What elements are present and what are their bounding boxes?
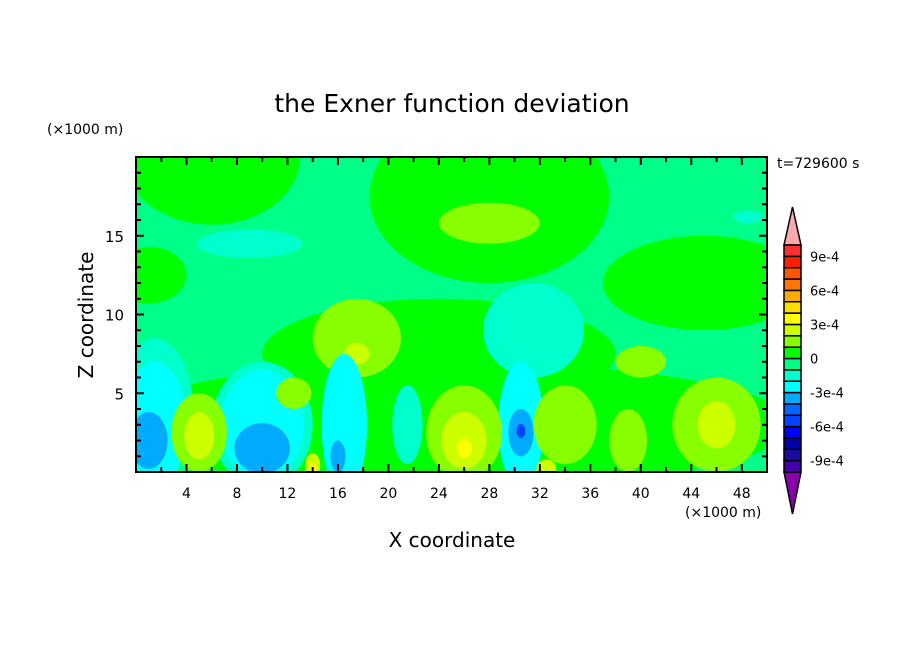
colorbar-box [783,335,802,348]
x-tick-label: 8 [232,486,241,502]
contour-region [516,423,526,439]
x-tick-label: 40 [632,486,650,502]
colorbar-tick-label: 0 [810,353,818,368]
colorbar-box [783,323,802,337]
colorbar-box [783,391,802,405]
contour-region [321,353,367,472]
colorbar-box [783,414,802,428]
contour-region [136,246,187,304]
colorbar-box [783,312,802,326]
colorbar-over-triangle [783,206,802,246]
colorbar-box [783,357,802,371]
colorbar-tick-label: 9e-4 [810,250,839,265]
colorbar-box [783,425,802,439]
contour-region [732,210,764,224]
chart-title: the Exner function deviation [274,89,629,118]
colorbar-box [783,255,802,269]
contour-region [615,346,667,378]
contour-region [196,229,303,258]
time-label: t=729600 s [777,156,859,172]
colorbar-box [783,244,802,258]
contour-region [369,157,610,283]
x-axis-label: X coordinate [389,528,516,552]
contour-region [536,459,557,472]
x-tick-label: 16 [329,486,347,502]
x-tick-label: 48 [733,486,751,502]
colorbar-tick-label: -3e-4 [810,387,844,402]
colorbar-box [783,380,802,394]
x-tick-label: 4 [182,486,191,502]
x-tick-label: 36 [581,486,599,502]
colorbar-box [783,278,802,292]
x-tick-label: 28 [480,486,498,502]
contour-region [483,283,585,378]
colorbar-box [783,346,802,360]
y-tick-label: 15 [105,228,124,246]
colorbar-box [783,448,802,462]
colorbar-box [783,437,802,451]
y-unit-label: (×1000 m) [47,122,123,138]
x-tick-label: 20 [379,486,397,502]
contour-region [602,235,767,331]
colorbar-box [783,301,802,314]
contour-region [609,409,648,472]
x-unit-label: (×1000 m) [685,505,761,521]
colorbar-box [783,369,802,382]
colorbar-box [783,403,802,416]
contour-region [533,385,597,465]
contour-region [136,157,301,225]
contour-region [183,412,215,460]
colorbar-box [783,459,802,473]
colorbar-tick-label: -9e-4 [810,455,844,470]
contour-region [697,401,736,449]
contour-region [438,202,540,244]
colorbar-tick-label: -6e-4 [810,421,844,436]
colorbar-box [783,266,802,280]
y-tick-label: 5 [114,385,124,403]
colorbar-under-triangle [783,471,802,515]
x-tick-label: 12 [279,486,297,502]
colorbar: 9e-4 6e-4 3e-4 0 -3e-4 -6e-4 -9e-4 [783,206,844,515]
contour-region [136,412,168,469]
contour-region [392,385,423,465]
contour-region [312,298,402,378]
x-tick-label: 24 [430,486,448,502]
contour-region [456,438,472,458]
colorbar-tick-label: 6e-4 [810,284,839,299]
y-tick-label: 10 [105,307,124,325]
colorbar-box [783,289,802,303]
contour-region [276,377,312,409]
contour-field [136,157,767,472]
x-tick-label: 32 [531,486,549,502]
x-tick-label: 44 [682,486,700,502]
contour-region [330,440,346,472]
colorbar-tick-label: 3e-4 [810,318,839,333]
y-axis-label: Z coordinate [74,252,98,379]
contour-region [234,423,290,472]
